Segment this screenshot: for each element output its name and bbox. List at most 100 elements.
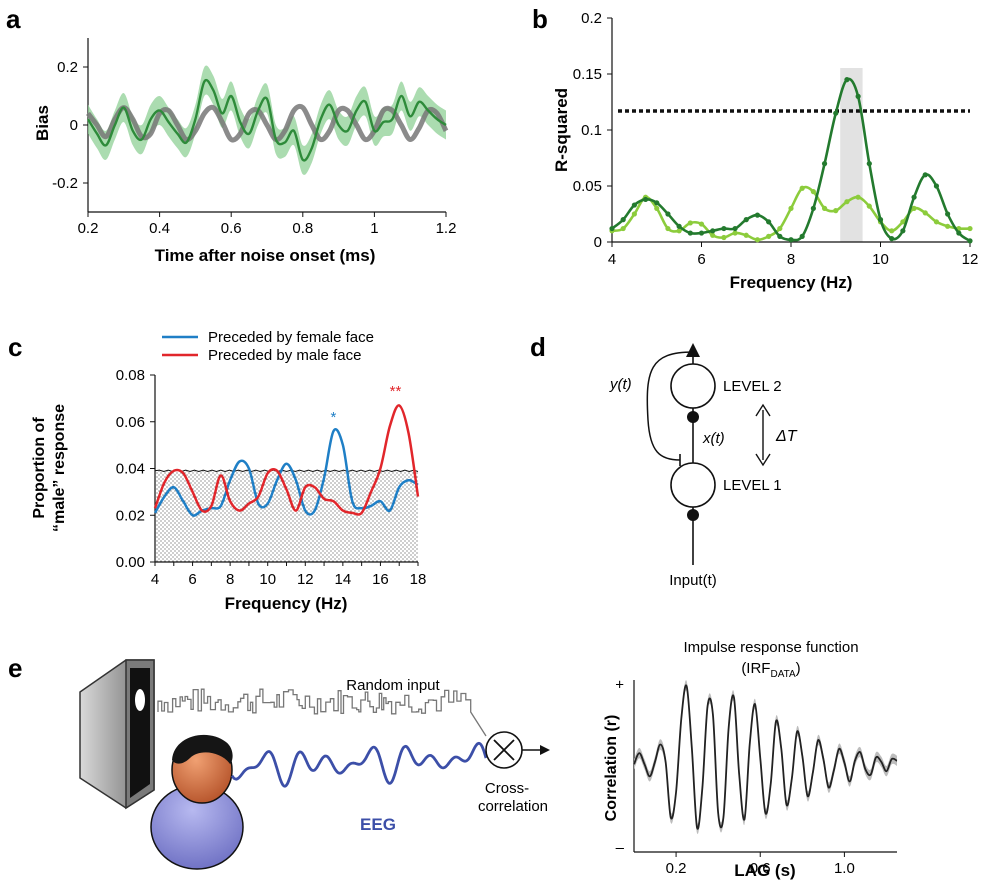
b-dark-series-point: [877, 217, 884, 223]
irf-y-tick-label: –: [616, 840, 625, 857]
input-label: Input(t): [669, 572, 717, 589]
b-light-series-point: [922, 210, 928, 216]
b-light-series-point: [844, 199, 850, 205]
b-dark-series-point: [844, 77, 850, 83]
c-x-tick-label: 4: [151, 571, 159, 588]
b-light-series-point: [631, 211, 637, 217]
c-y-tick-label: 0.04: [116, 461, 145, 478]
b-y-tick-label: 0.15: [573, 66, 602, 83]
b-dark-series-point: [766, 219, 772, 225]
b-light-series-point: [620, 225, 626, 232]
b-dark-series-point: [732, 225, 738, 232]
panel-e-irf: Impulse response function (IRFDATA) 0.2 0…: [603, 639, 898, 880]
b-light-series-point: [821, 205, 828, 211]
cross-label-line2: correlation: [478, 798, 548, 815]
b-light-series-point: [743, 232, 749, 238]
panel-e: e Random input EEG Cross- correlation: [8, 653, 550, 870]
b-light-series-point: [721, 234, 727, 241]
random-input-signal: [157, 688, 487, 737]
b-dark-series-point: [654, 200, 660, 206]
panel-a-label: a: [6, 4, 21, 34]
output-arrow-icon: [686, 343, 700, 357]
b-light-series-point: [911, 205, 917, 211]
level1-label: LEVEL 1: [723, 477, 782, 494]
b-dark-series-point: [609, 225, 615, 232]
eeg-signal: [230, 741, 488, 788]
b-dark-series-line: [611, 77, 971, 243]
x-of-t-label: x(t): [702, 430, 725, 447]
b-x-tick-label: 10: [872, 251, 889, 268]
b-x-tick-label: 4: [608, 251, 616, 268]
panel-e-irf-plot: 0.2 0.6 1.0 + –: [615, 676, 898, 877]
b-light-series-point: [777, 225, 783, 232]
delta-t-label: ΔT: [775, 428, 798, 445]
b-dark-series-point: [777, 233, 783, 239]
b-light-series-point: [889, 228, 895, 234]
c-y-tick-label: 0.00: [116, 554, 145, 571]
b-dark-series-point: [710, 228, 716, 234]
person-icon: [150, 734, 244, 870]
b-dark-series-point: [743, 217, 749, 223]
a-bias-line: [86, 78, 447, 162]
b-dark-series-point: [855, 93, 861, 99]
b-light-series-point: [754, 237, 761, 243]
a-x-tick-label: 0.2: [78, 220, 99, 237]
panel-a-xlabel: Time after noise onset (ms): [155, 246, 376, 265]
b-light-series-point: [933, 219, 940, 225]
multiply-icon: [493, 739, 515, 761]
a-x-tick-label: 0.4: [149, 220, 170, 237]
panel-b-plot: 4 6 8 10 12 0 0.05 0.1 0.15 0.2: [573, 10, 979, 268]
monitor-icon: [79, 659, 155, 810]
b-light-series-point: [799, 185, 805, 191]
b-light-series-point: [687, 220, 693, 226]
panel-b-label: b: [532, 4, 548, 34]
b-light-series-point: [967, 225, 973, 232]
b-dark-series-point: [620, 217, 626, 223]
panel-c-label: c: [8, 332, 22, 362]
b-light-series-point: [810, 189, 816, 195]
panel-d-label: d: [530, 332, 546, 362]
b-dark-series-point: [911, 194, 917, 200]
a-y-tick-label: -0.2: [52, 175, 78, 192]
random-input-label: Random input: [346, 677, 440, 694]
c-y-tick-label: 0.08: [116, 367, 145, 384]
c-y-tick-label: 0.02: [116, 507, 145, 524]
b-dark-series-point: [821, 161, 828, 167]
a-confidence-band: [88, 65, 446, 175]
b-light-series-point: [945, 223, 951, 229]
b-light-series-point: [698, 221, 705, 227]
irf-line: [633, 684, 898, 830]
b-light-series-point: [788, 205, 794, 211]
a-model-sinusoid-line: [86, 103, 449, 143]
b-dark-series-point: [665, 211, 671, 217]
panel-a-ylabel: Bias: [33, 105, 52, 141]
b-light-series-point: [676, 228, 682, 234]
delta-t-arrow-down-icon: [755, 453, 771, 467]
b-dark-series-point: [956, 230, 962, 236]
level1-node: [670, 462, 716, 508]
b-light-series-point: [732, 230, 738, 236]
b-dark-series-point: [642, 196, 649, 203]
irf-x-tick-label: 0.2: [666, 860, 687, 877]
irf-title-line2: (IRFDATA): [741, 660, 800, 680]
b-dark-series-point: [967, 238, 973, 244]
legend-label-male: Preceded by male face: [208, 347, 361, 364]
b-dark-series-point: [833, 110, 839, 116]
irf-y-tick-label: +: [615, 676, 624, 693]
b-y-tick-label: 0.1: [581, 122, 602, 139]
b-light-series-point: [900, 219, 906, 225]
b-dark-series-point: [866, 161, 872, 167]
b-dark-series-point: [698, 230, 705, 236]
panel-a: a 0.2 0.4 0.6 0.8 1 1.2 -0.2 0 0.2 Time after no…: [6, 4, 456, 265]
b-dark-series-point: [788, 237, 794, 243]
irf-ylabel: Correlation (r): [603, 715, 620, 822]
c-null-threshold-line: [154, 469, 419, 473]
c-significance-marker: *: [331, 409, 337, 426]
panel-e-label: e: [8, 653, 22, 683]
level1-synapse-dot: [687, 509, 699, 521]
b-light-series-point: [833, 208, 839, 214]
irf-xlabel: LAG (s): [734, 861, 795, 880]
c-x-tick-label: 8: [226, 571, 234, 588]
